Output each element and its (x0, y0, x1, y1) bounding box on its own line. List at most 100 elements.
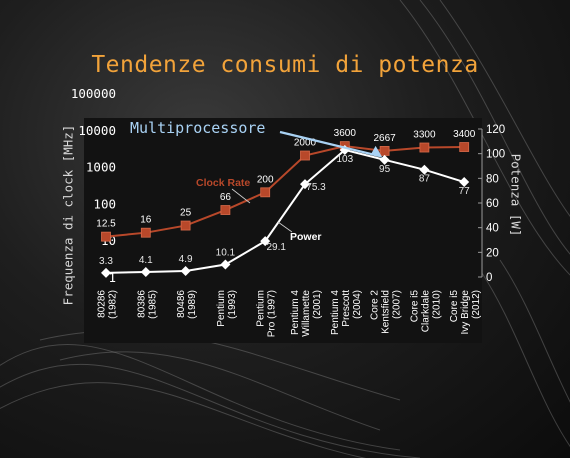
y-right-tick-label: 20 (486, 247, 499, 259)
y-right-tick-label: 40 (486, 223, 499, 235)
y-left-tick-label: 1000 (86, 160, 116, 175)
clock-rate-point (300, 150, 310, 161)
x-tick-label-line: (2010) (431, 290, 442, 319)
legend-clock-leader (231, 188, 251, 204)
x-tick-label-line: (2012) (471, 290, 482, 319)
y-right-tick-label: 0 (486, 272, 492, 284)
x-tick-label-line: Pro (1997) (267, 290, 278, 337)
x-tick-label-line: 80286 (97, 290, 108, 318)
x-tick-label-line: Kentsfield (381, 290, 392, 334)
x-tick-label: 80386 (1985) (136, 290, 158, 319)
y-left-tick-label: 1 (108, 270, 116, 285)
power-point (220, 259, 231, 270)
y-left-tick-label: 100 (93, 196, 116, 211)
series-line-clock-rate (105, 145, 465, 238)
clock-rate-point (101, 231, 111, 242)
power-data-label: 10.1 (216, 248, 236, 259)
x-tick-label-line: Prescott (341, 290, 352, 327)
power-data-label: 75.3 (306, 182, 326, 193)
x-tick-label-line: (2007) (392, 290, 403, 319)
power-point (419, 164, 430, 175)
clock-rate-point (180, 220, 191, 231)
power-data-label: 95 (379, 164, 391, 175)
x-tick-label-line: Core i5 (449, 290, 460, 323)
x-tick-label-line: (1989) (187, 290, 198, 319)
left-axis-ticks: 110100100010000100000 (71, 86, 116, 285)
power-point (180, 265, 191, 276)
clock-rate-data-label: 2667 (373, 133, 396, 144)
x-tick-label: Pentium (1993) (216, 290, 238, 327)
clock-rate-data-label: 12.5 (96, 219, 116, 230)
clock-rate-point (419, 142, 430, 153)
legend-power: Power (290, 231, 322, 243)
x-tick-label-line: (2001) (312, 290, 323, 319)
y-right-tick-label: 120 (486, 124, 505, 136)
x-tick-label: 80486 (1989) (176, 290, 198, 319)
clock-rate-point (379, 146, 390, 156)
legend-layer: Clock Rate Power (196, 177, 322, 243)
x-tick-label-line: 80386 (136, 290, 147, 318)
power-data-label: 4.9 (179, 254, 193, 265)
clock-rate-data-label: 3300 (413, 130, 436, 141)
x-tick-label-line: Pentium 4 (330, 290, 341, 335)
x-tick-label: Core i5 Clarkdale (2010) (409, 290, 442, 333)
clock-rate-data-label: 66 (220, 192, 232, 203)
x-tick-label: Pentium 4 Prescott (2004) (330, 290, 363, 335)
power-data-label: 103 (336, 154, 353, 165)
power-point (140, 266, 151, 277)
power-data-label: 77 (459, 186, 471, 197)
clock-rate-data-label: 25 (180, 208, 192, 219)
x-tick-label: Pentium 4 Willamette (2001) (290, 290, 323, 337)
clock-rate-data-label: 3400 (453, 129, 476, 140)
y-left-tick-label: 100000 (71, 86, 116, 101)
clock-rate-data-label: 16 (140, 215, 152, 226)
x-tick-label-line: Core i5 (409, 290, 420, 323)
clock-rate-point (220, 205, 231, 215)
annotation-arrow-head (370, 145, 383, 158)
y-right-tick-label: 60 (486, 198, 499, 210)
x-tick-label-line: Pentium 4 (290, 290, 301, 335)
power-data-label: 4.1 (139, 255, 153, 266)
clock-rate-point (260, 187, 271, 198)
x-tick-label-line: Clarkdale (420, 290, 431, 333)
legend-power-leader (277, 221, 293, 233)
power-data-label: 87 (419, 174, 431, 185)
multiprocessor-annotation: Multiprocessore (130, 119, 266, 137)
x-tick-label-line: 80486 (176, 290, 187, 318)
x-tick-label-line: (1993) (227, 290, 238, 319)
x-tick-label-line: Pentium (216, 290, 227, 327)
power-point (101, 267, 111, 278)
y-left-tick-label: 10000 (78, 123, 116, 138)
y-axis-right-label: Potenza [W] (508, 153, 524, 237)
x-tick-label: Core 2 Kentsfield (2007) (370, 290, 403, 334)
x-tick-label: Pentium Pro (1997) (256, 290, 278, 337)
right-axis-ticks: 0 20 40 60 80 100 120 (478, 124, 505, 284)
series-line-power (105, 148, 465, 274)
slide-title: Tendenze consumi di potenza (91, 52, 479, 78)
x-tick-label-line: Willamette (301, 290, 312, 337)
clock-rate-data-label: 3600 (334, 128, 357, 139)
x-tick-label-line: Pentium (256, 290, 267, 327)
x-axis-ticks: 80286 (1982) 80386 (1985) 80486 (1989) Pentium… (97, 290, 483, 338)
x-tick-label-line: Core 2 (370, 290, 381, 320)
clock-rate-point (140, 227, 151, 238)
power-point (300, 179, 310, 190)
clock-rate-data-label: 2000 (294, 138, 317, 149)
x-tick-label: Core i5 Ivy Bridge (2012) (449, 290, 482, 335)
series-layer: 12.5 16 25 66 200 2000 3600 2667 3300 3400 3.3 4.1 4… (96, 128, 476, 278)
clock-rate-point (459, 142, 470, 152)
x-tick-label-line: (1982) (108, 290, 119, 319)
clock-rate-data-label: 200 (257, 174, 274, 185)
x-tick-label: 80286 (1982) (97, 290, 119, 319)
annotation-arrow-layer (279, 130, 383, 158)
y-right-tick-label: 100 (486, 149, 505, 161)
legend-clock-rate: Clock Rate (196, 177, 250, 189)
power-point (459, 177, 470, 188)
x-tick-label-line: Ivy Bridge (460, 290, 471, 335)
power-data-label: 29.1 (266, 242, 286, 253)
y-right-tick-label: 80 (486, 173, 499, 185)
power-point (260, 236, 271, 247)
x-tick-label-line: (1985) (147, 290, 158, 319)
x-tick-label-line: (2004) (352, 290, 363, 319)
